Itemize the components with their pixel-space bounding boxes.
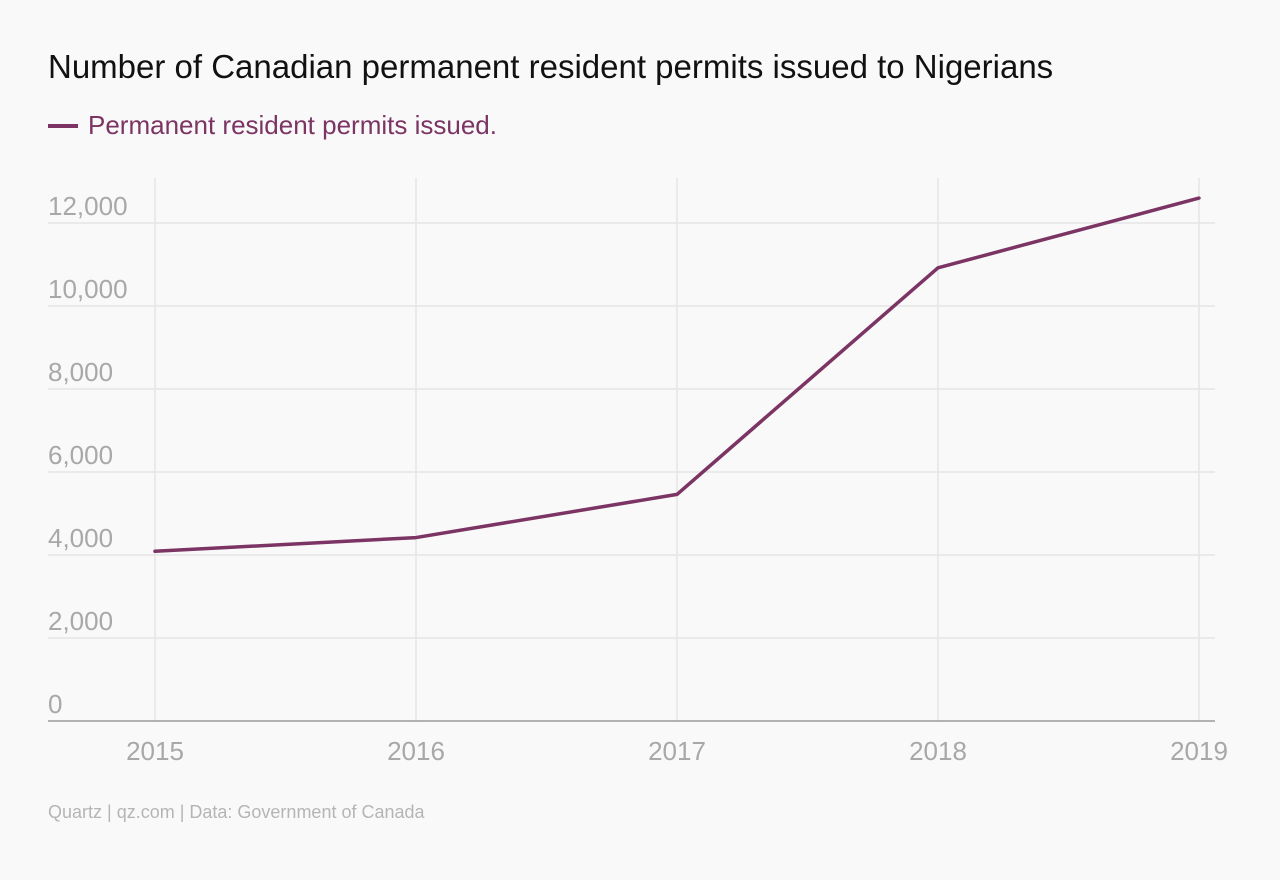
x-tick-label: 2017 xyxy=(648,736,706,766)
y-tick-label: 0 xyxy=(48,689,62,719)
x-tick-label: 2015 xyxy=(126,736,184,766)
y-tick-label: 10,000 xyxy=(48,274,128,304)
y-tick-label: 2,000 xyxy=(48,606,113,636)
legend-swatch xyxy=(48,123,78,128)
x-axis-ticks: 2015 2016 2017 2018 2019 xyxy=(126,736,1228,766)
grid xyxy=(48,178,1215,722)
x-tick-label: 2019 xyxy=(1170,736,1228,766)
x-tick-label: 2016 xyxy=(387,736,445,766)
series-layer xyxy=(153,196,1201,554)
x-tick-label: 2018 xyxy=(909,736,967,766)
y-tick-label: 4,000 xyxy=(48,523,113,553)
y-tick-label: 6,000 xyxy=(48,440,113,470)
series-line xyxy=(153,196,1201,554)
chart-title: Number of Canadian permanent resident pe… xyxy=(48,48,1054,85)
y-tick-label: 8,000 xyxy=(48,357,113,387)
y-axis-ticks: 0 2,000 4,000 6,000 8,000 10,000 12,000 xyxy=(48,191,128,719)
y-tick-label: 12,000 xyxy=(48,191,128,221)
legend: Permanent resident permits issued. xyxy=(48,110,497,141)
legend-label: Permanent resident permits issued. xyxy=(88,110,497,140)
source-note: Quartz | qz.com | Data: Government of Ca… xyxy=(48,802,425,822)
